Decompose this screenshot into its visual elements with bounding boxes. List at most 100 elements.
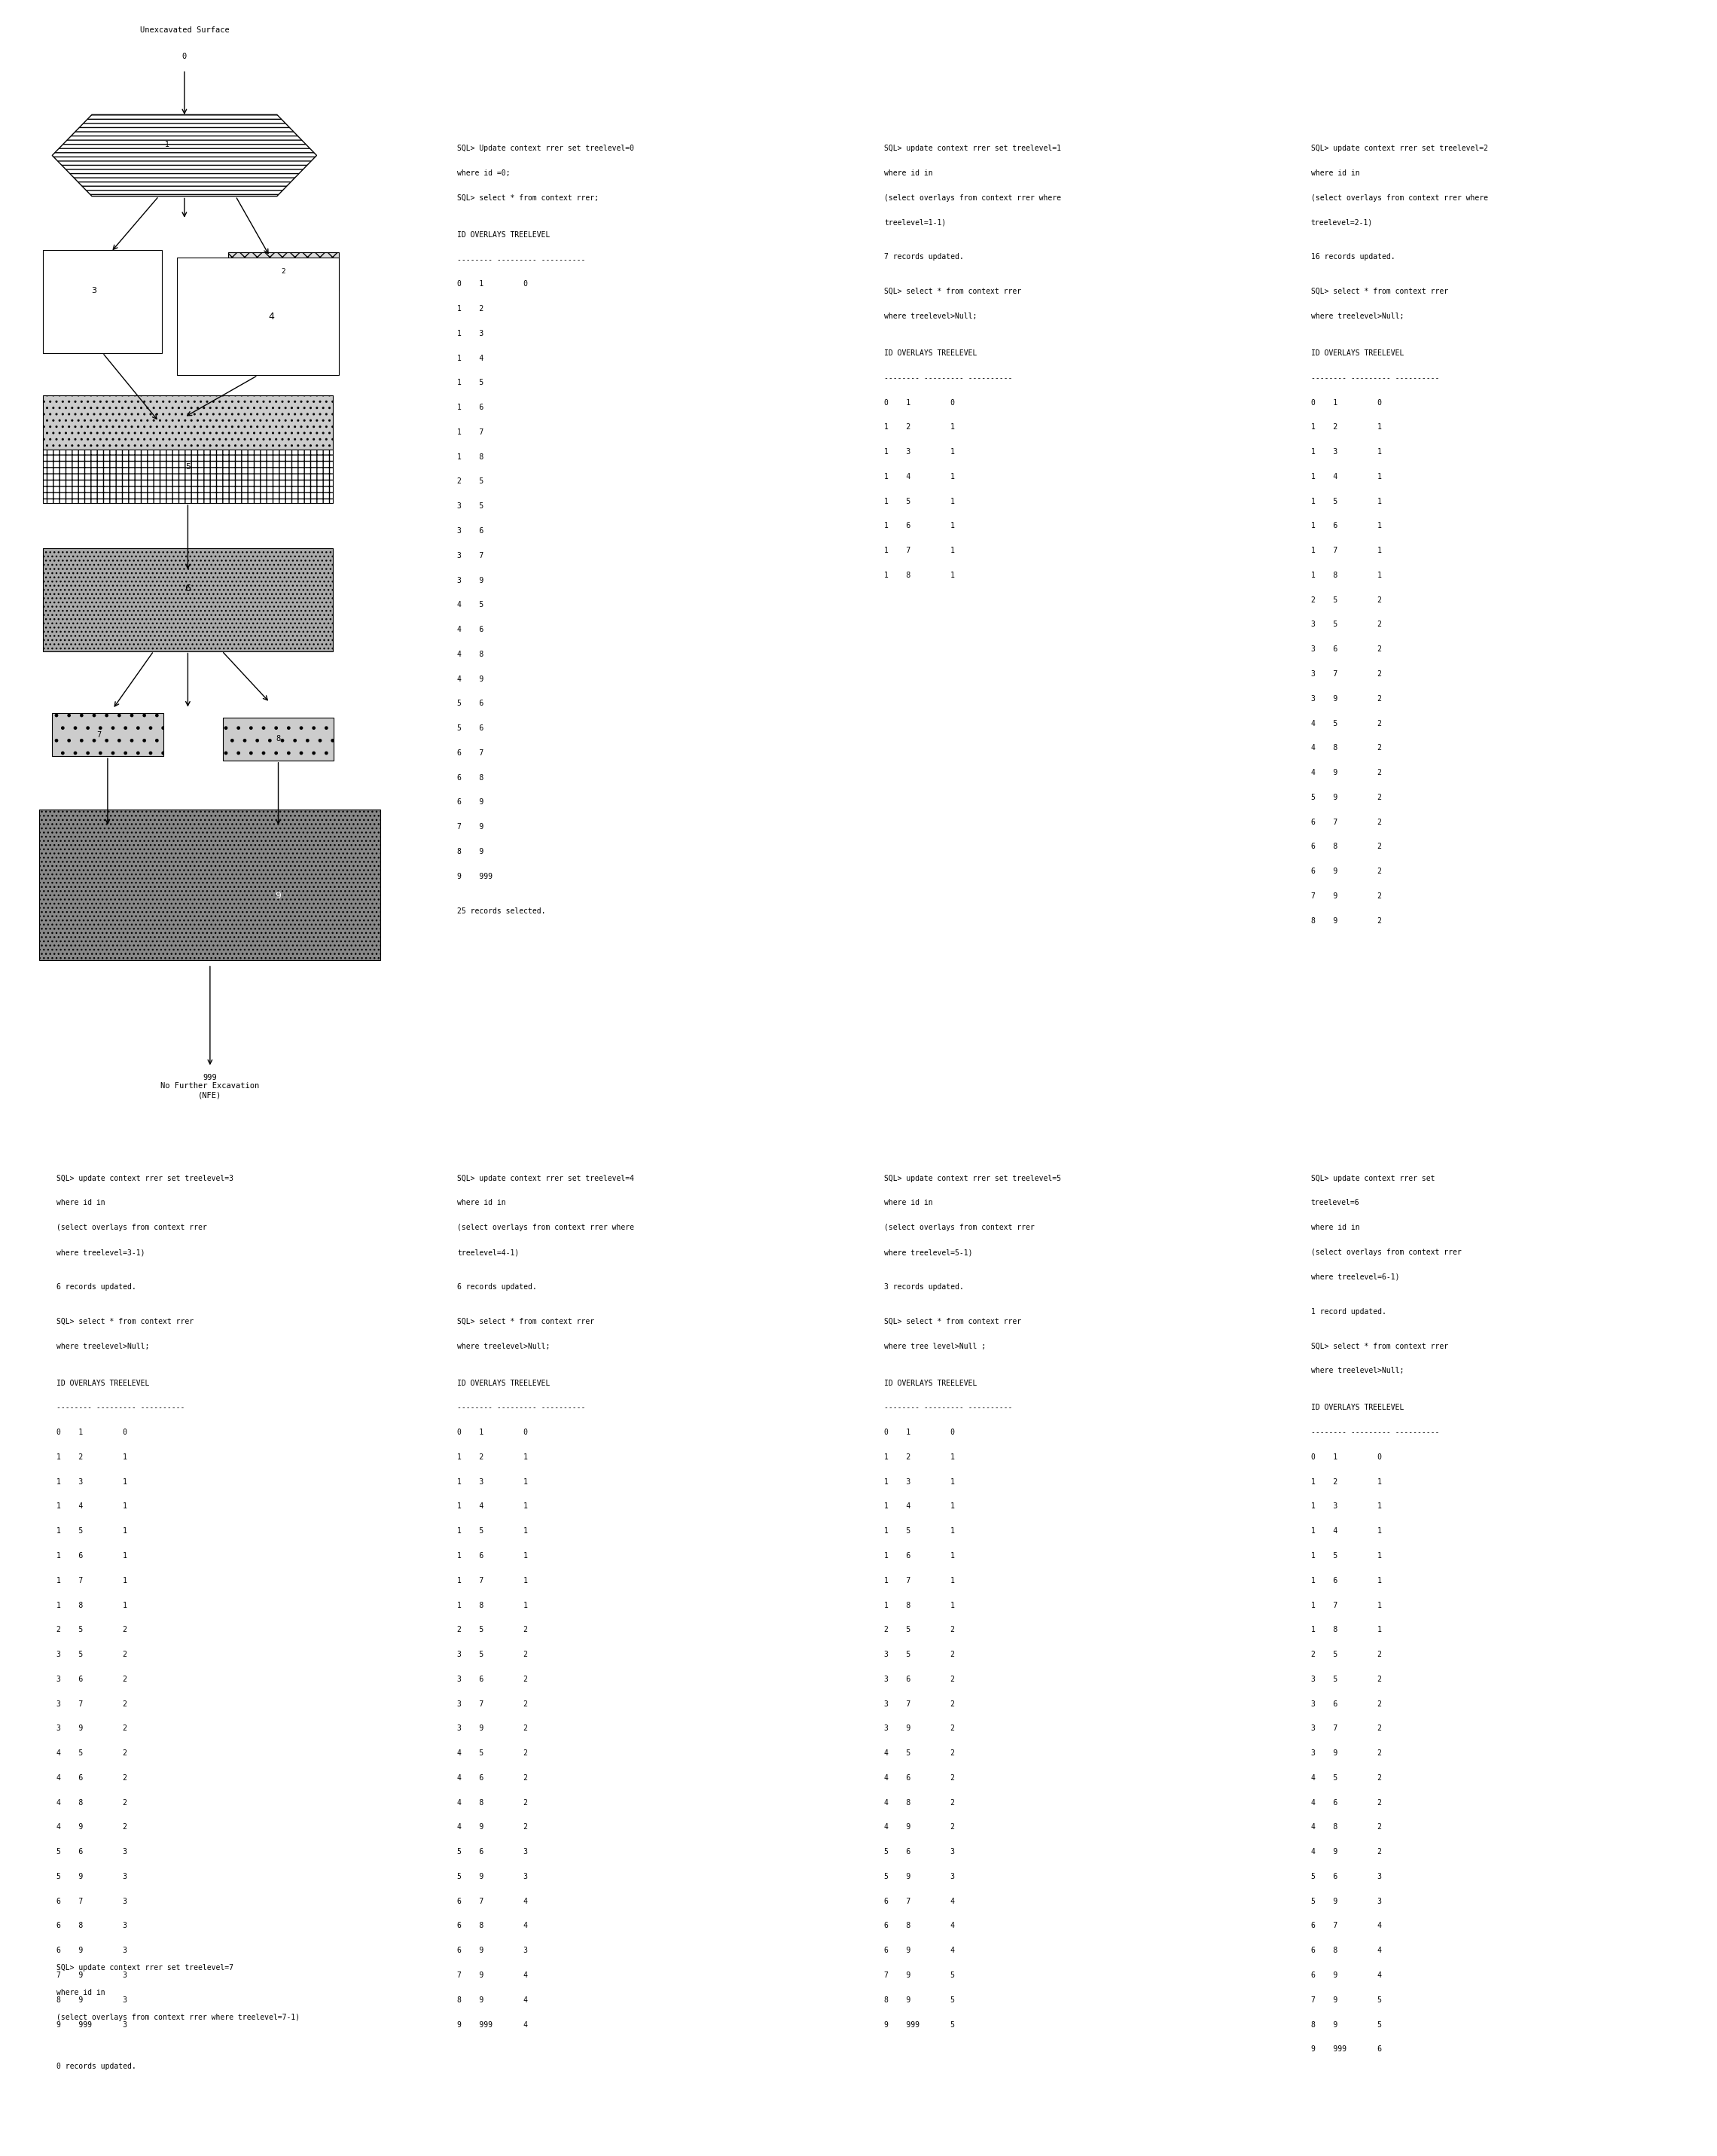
Text: 1    4         1: 1 4 1 [1310,1526,1382,1535]
Text: 4    9: 4 9 [457,675,524,683]
Text: where id in: where id in [884,1199,932,1207]
Text: 1    5: 1 5 [457,379,524,386]
Text: 4    5         2: 4 5 2 [1310,720,1382,727]
Text: 3    6: 3 6 [457,526,524,535]
Text: 1    8         1: 1 8 1 [884,1602,955,1608]
Text: 3    6         2: 3 6 2 [457,1675,529,1684]
Text: where treelevel>Null;: where treelevel>Null; [884,313,977,319]
Text: 8    9: 8 9 [457,847,524,856]
Text: 3    6         2: 3 6 2 [884,1675,955,1684]
Text: -------- --------- ----------: -------- --------- ---------- [1310,1429,1439,1436]
Text: ID OVERLAYS TREELEVEL: ID OVERLAYS TREELEVEL [1310,349,1403,358]
Text: 6    8         3: 6 8 3 [57,1923,127,1930]
Polygon shape [52,114,316,196]
Text: 5    6         3: 5 6 3 [457,1848,529,1856]
Text: ID OVERLAYS TREELEVEL: ID OVERLAYS TREELEVEL [457,1380,551,1386]
Text: 8: 8 [276,735,280,744]
Text: 4    8         2: 4 8 2 [884,1798,955,1807]
Text: where treelevel>Null;: where treelevel>Null; [1310,1367,1403,1376]
Text: 4    5         2: 4 5 2 [457,1749,529,1757]
Text: 6    7         2: 6 7 2 [1310,819,1382,826]
Text: 7    9         4: 7 9 4 [457,1971,529,1979]
Text: where tree level>Null ;: where tree level>Null ; [884,1343,986,1350]
Text: 999
No Further Excavation
(NFE): 999 No Further Excavation (NFE) [161,1074,259,1100]
Text: SQL> select * from context rrer: SQL> select * from context rrer [1310,1343,1447,1350]
Text: 0    1         0: 0 1 0 [884,399,955,405]
Text: 6    7         4: 6 7 4 [884,1897,955,1906]
Text: 1    7         1: 1 7 1 [884,548,955,554]
Text: 8    9         4: 8 9 4 [457,1996,529,2003]
Text: where id =0;: where id =0; [457,170,510,177]
Text: 1    3         1: 1 3 1 [884,448,955,455]
Text: 1    8         1: 1 8 1 [457,1602,529,1608]
Text: 7    9         5: 7 9 5 [1310,1996,1382,2003]
Text: 1    6: 1 6 [457,403,524,412]
Text: 4    6         2: 4 6 2 [884,1774,955,1781]
Text: SQL> update context rrer set treelevel=3: SQL> update context rrer set treelevel=3 [57,1175,234,1181]
Text: 1    8         1: 1 8 1 [57,1602,127,1608]
Text: 3    9         2: 3 9 2 [457,1725,529,1731]
Text: where id in: where id in [1310,1225,1360,1231]
Text: 1    2         1: 1 2 1 [457,1453,529,1462]
Text: 8    9         3: 8 9 3 [57,1996,127,2003]
Text: 5    9         3: 5 9 3 [884,1874,955,1880]
Text: 5    9         2: 5 9 2 [1310,793,1382,802]
Text: (select overlays from context rrer where: (select overlays from context rrer where [1310,194,1487,201]
Text: 6    8         4: 6 8 4 [1310,1947,1382,1953]
Text: ID OVERLAYS TREELEVEL: ID OVERLAYS TREELEVEL [884,349,977,358]
Text: 1    7         1: 1 7 1 [1310,1602,1382,1608]
Text: 7    9: 7 9 [457,824,524,830]
Text: 3    5         2: 3 5 2 [1310,1675,1382,1684]
Text: 1    8         1: 1 8 1 [884,571,955,580]
Text: 3    7         2: 3 7 2 [57,1701,127,1708]
Text: 1    4         1: 1 4 1 [884,472,955,481]
Text: 1    5         1: 1 5 1 [1310,1552,1382,1559]
Text: 1    6         1: 1 6 1 [884,1552,955,1559]
Text: 25 records selected.: 25 records selected. [457,908,546,914]
Text: where id in: where id in [457,1199,507,1207]
Polygon shape [43,548,333,651]
Text: ID OVERLAYS TREELEVEL: ID OVERLAYS TREELEVEL [457,231,551,239]
Text: 0    1         0: 0 1 0 [457,280,529,289]
Text: -------- --------- ----------: -------- --------- ---------- [884,375,1013,382]
Text: 9    999       3: 9 999 3 [57,2020,127,2029]
Text: 3    5         2: 3 5 2 [57,1651,127,1658]
Text: 1    3         1: 1 3 1 [57,1479,127,1485]
Text: 1    5         1: 1 5 1 [457,1526,529,1535]
Text: 6    9         4: 6 9 4 [884,1947,955,1953]
Polygon shape [223,718,333,761]
Text: SQL> select * from context rrer: SQL> select * from context rrer [457,1317,594,1326]
Text: 1    5         1: 1 5 1 [884,498,955,505]
Text: (select overlays from context rrer where treelevel=7-1): (select overlays from context rrer where… [57,2014,300,2020]
Text: 5    9         3: 5 9 3 [57,1874,127,1880]
Text: 1    8         1: 1 8 1 [1310,1626,1382,1634]
Text: 6    8: 6 8 [457,774,524,780]
Text: 2    5: 2 5 [457,479,524,485]
Text: SQL> select * from context rrer: SQL> select * from context rrer [884,1317,1022,1326]
Text: 6    7         4: 6 7 4 [457,1897,529,1906]
Text: SQL> select * from context rrer: SQL> select * from context rrer [57,1317,194,1326]
Text: 3    6         2: 3 6 2 [1310,1701,1382,1708]
Text: 1    3         1: 1 3 1 [884,1479,955,1485]
Text: 3    5         2: 3 5 2 [1310,621,1382,627]
Text: -------- --------- ----------: -------- --------- ---------- [57,1404,185,1412]
Text: (select overlays from context rrer: (select overlays from context rrer [1310,1248,1461,1257]
Text: 0    1         0: 0 1 0 [1310,399,1382,405]
Text: treelevel=6: treelevel=6 [1310,1199,1360,1207]
Text: 6    7: 6 7 [457,748,524,757]
Text: 1    3         1: 1 3 1 [1310,1503,1382,1509]
Text: -------- --------- ----------: -------- --------- ---------- [457,257,585,263]
Text: 7    9         5: 7 9 5 [884,1971,955,1979]
Text: 6 records updated.: 6 records updated. [457,1283,537,1291]
Text: 2    5         2: 2 5 2 [457,1626,529,1634]
Text: SQL> Update context rrer set treelevel=0: SQL> Update context rrer set treelevel=0 [457,144,635,153]
Text: 1    3         1: 1 3 1 [457,1479,529,1485]
Text: 3 records updated.: 3 records updated. [884,1283,963,1291]
Text: 4    8         2: 4 8 2 [457,1798,529,1807]
Text: 1    4         1: 1 4 1 [1310,472,1382,481]
Text: 1    8         1: 1 8 1 [1310,571,1382,580]
Text: 1    5         1: 1 5 1 [1310,498,1382,505]
Text: 5    9         3: 5 9 3 [457,1874,529,1880]
Text: 4    6         2: 4 6 2 [57,1774,127,1781]
Text: where id in: where id in [57,1988,105,1996]
